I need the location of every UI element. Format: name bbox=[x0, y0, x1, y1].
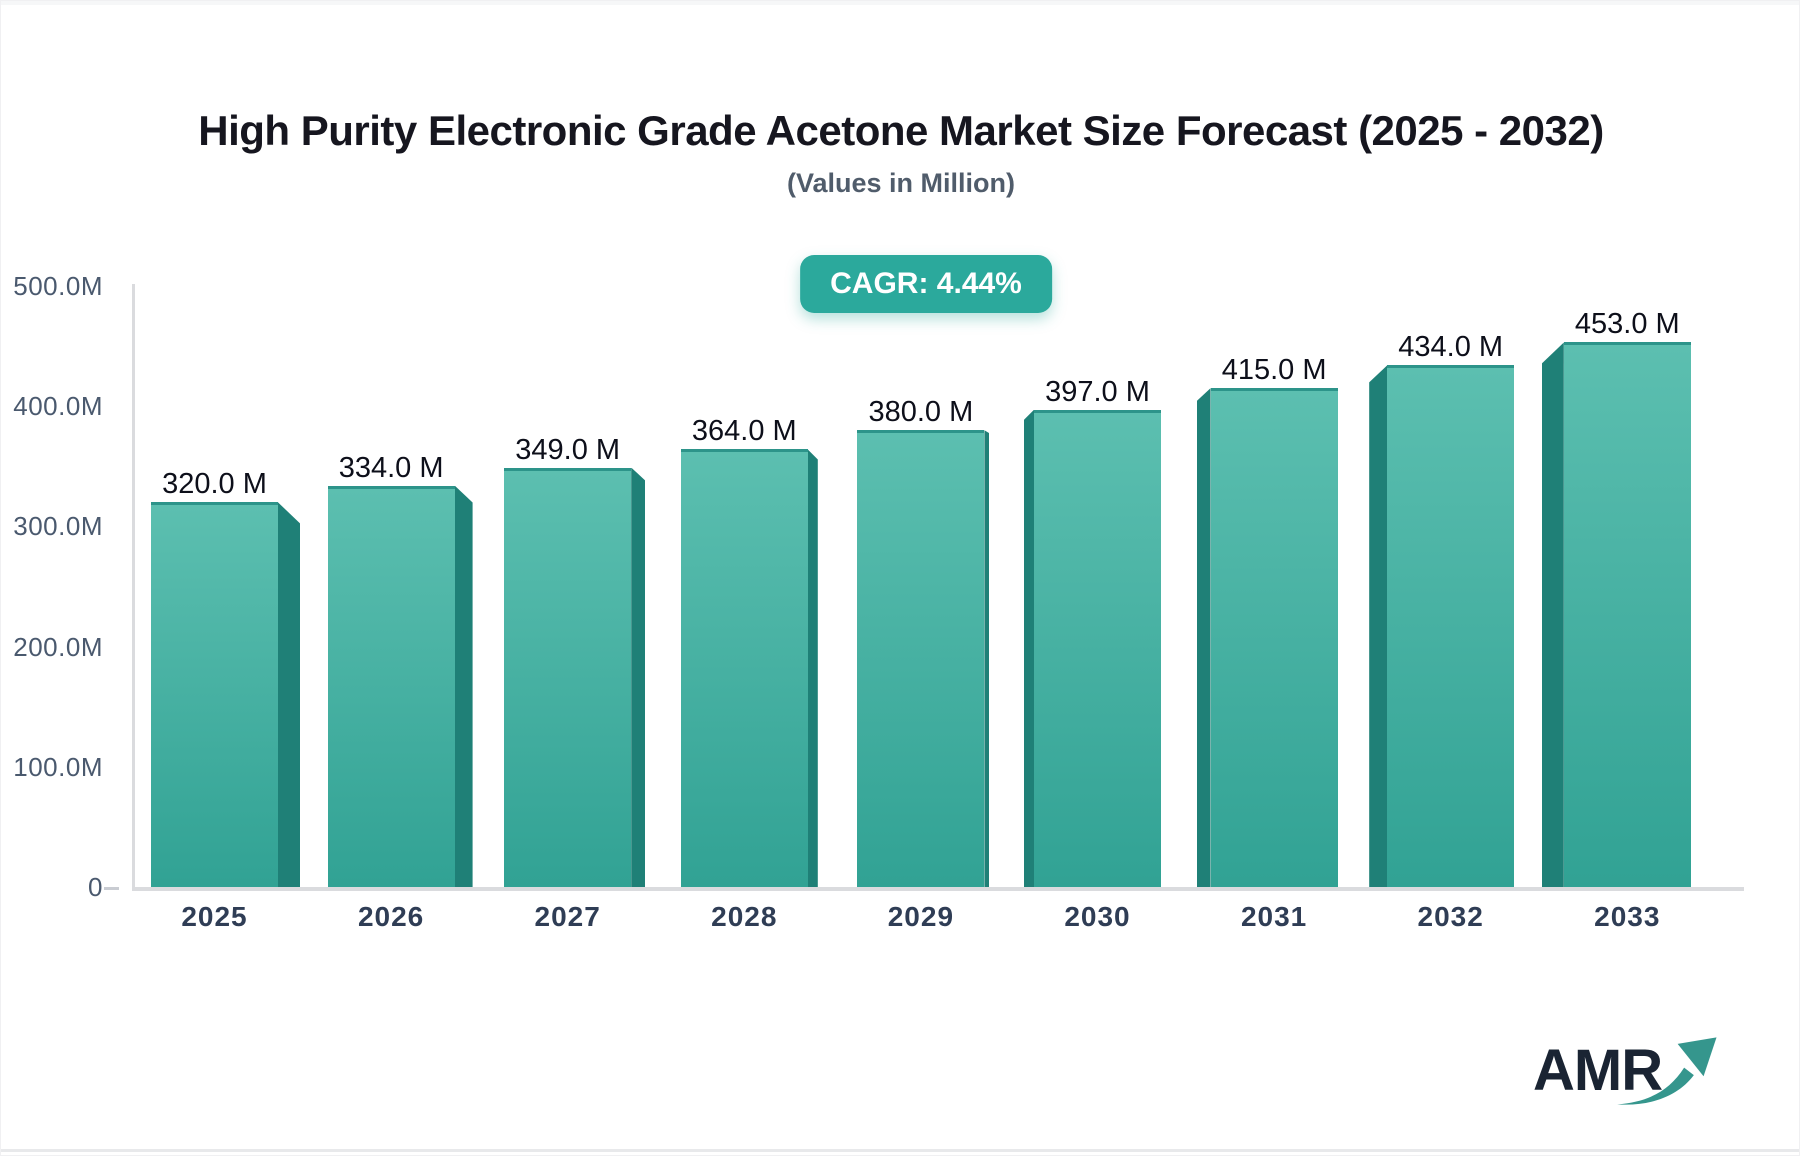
bar-2029 bbox=[857, 430, 985, 887]
y-tick-label: 200.0M bbox=[13, 631, 103, 662]
amr-logo-text: AMR bbox=[1533, 1038, 1663, 1103]
bar-side-2029 bbox=[984, 430, 990, 887]
bar-value-label: 380.0 M bbox=[868, 396, 974, 429]
cagr-badge: CAGR: 4.44% bbox=[800, 255, 1052, 313]
bar-side-2030 bbox=[1024, 409, 1034, 887]
y-tick-label: 0 bbox=[88, 872, 103, 902]
bar-value-label: 349.0 M bbox=[515, 433, 621, 466]
bar-2033 bbox=[1563, 342, 1691, 887]
x-tick-label: 2026 bbox=[357, 901, 425, 932]
bar-value-label: 434.0 M bbox=[1398, 331, 1504, 364]
bar-side-2027 bbox=[631, 467, 646, 887]
card-top-edge bbox=[1, 1, 1799, 5]
growth-arrow-icon bbox=[1617, 1037, 1717, 1105]
bar-value-label: 320.0 M bbox=[162, 468, 267, 501]
bar-side-2033 bbox=[1541, 342, 1564, 887]
bar-side-2026 bbox=[454, 485, 473, 887]
x-tick-label: 2031 bbox=[1240, 901, 1308, 932]
bar-side-2025 bbox=[278, 502, 300, 887]
card-bottom-edge bbox=[1, 1149, 1799, 1152]
bar-2025 bbox=[151, 502, 278, 887]
x-tick-label: 2025 bbox=[181, 901, 248, 932]
bar-side-2032 bbox=[1369, 365, 1388, 887]
bar-side-2028 bbox=[807, 449, 818, 887]
x-tick-label: 2027 bbox=[534, 901, 601, 932]
y-tick-label: 100.0M bbox=[13, 751, 103, 782]
bar-side-2031 bbox=[1196, 388, 1211, 887]
bar-2027 bbox=[504, 467, 632, 887]
chart-subtitle: (Values in Million) bbox=[786, 168, 1016, 198]
x-tick-label: 2028 bbox=[711, 901, 778, 932]
bar-value-label: 334.0 M bbox=[338, 451, 444, 484]
x-tick-label: 2033 bbox=[1594, 901, 1661, 932]
bar-2032 bbox=[1387, 365, 1515, 887]
bar-value-label: 453.0 M bbox=[1574, 308, 1680, 341]
bar-value-label: 364.0 M bbox=[691, 415, 797, 448]
x-tick-label: 2032 bbox=[1417, 901, 1484, 932]
y-axis-line bbox=[132, 284, 135, 891]
bar-value-label: 397.0 M bbox=[1045, 375, 1150, 408]
zero-tick-mark bbox=[104, 887, 119, 890]
y-tick-label: 500.0M bbox=[13, 271, 103, 301]
bar-value-label: 415.0 M bbox=[1221, 354, 1327, 387]
y-tick-label: 400.0M bbox=[13, 391, 103, 422]
bar-2026 bbox=[327, 485, 455, 887]
bar-2028 bbox=[680, 449, 808, 887]
bar-2030 bbox=[1034, 409, 1161, 887]
x-axis-line bbox=[132, 887, 1744, 891]
amr-logo: AMR bbox=[1533, 1033, 1723, 1119]
bar-2031 bbox=[1210, 388, 1338, 887]
y-tick-label: 300.0M bbox=[13, 511, 103, 542]
x-tick-label: 2029 bbox=[887, 901, 955, 932]
chart-title: High Purity Electronic Grade Acetone Mar… bbox=[198, 107, 1604, 154]
x-tick-label: 2030 bbox=[1064, 901, 1131, 932]
